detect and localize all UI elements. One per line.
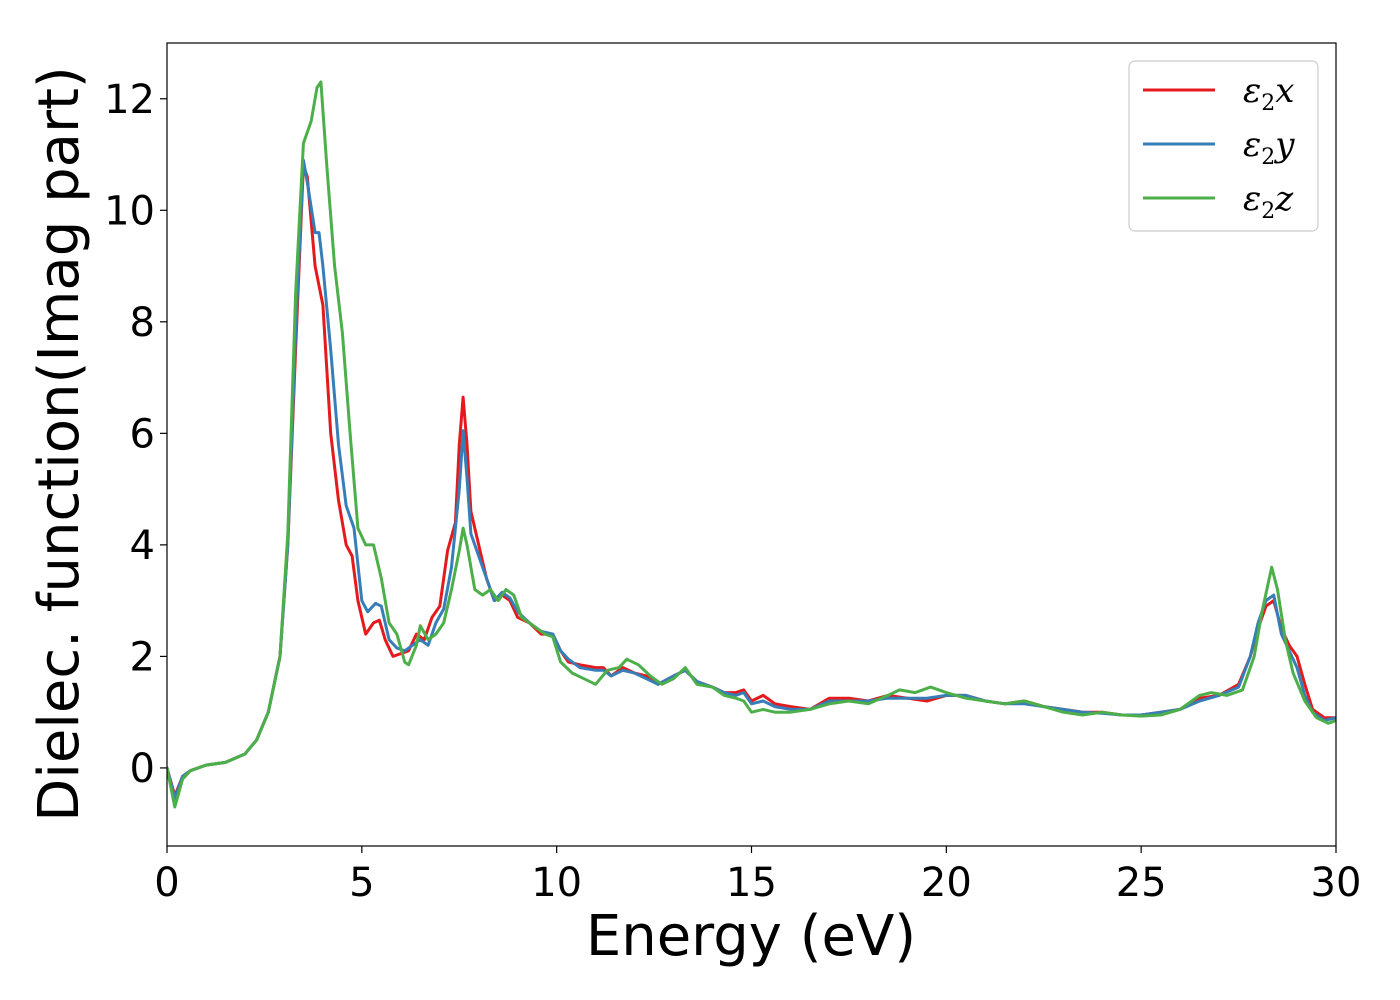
- series-line-z: [167, 80, 1336, 809]
- x-tick-label: 30: [1311, 860, 1362, 906]
- x-tick-label: 10: [531, 860, 582, 906]
- y-tick-label: 6: [130, 411, 155, 457]
- x-axis-title: Energy (eV): [586, 904, 916, 969]
- series-layer: [167, 80, 1336, 809]
- y-tick-label: 2: [130, 634, 155, 680]
- y-tick-label: 10: [104, 188, 155, 234]
- x-tick-label: 15: [726, 860, 777, 906]
- legend-box: [1128, 60, 1319, 232]
- y-tick-label: 4: [130, 523, 155, 569]
- legend-label-x: ε2x: [1243, 71, 1294, 116]
- y-axis-ticks: 0 2 4 6 8 10 12: [104, 77, 167, 792]
- y-tick-label: 12: [104, 77, 155, 123]
- legend: ε2x ε2y ε2z: [1128, 60, 1319, 232]
- x-axis-ticks: 0 5 10 15 20 25 30: [154, 846, 1361, 906]
- x-tick-label: 5: [349, 860, 374, 906]
- x-tick-label: 25: [1116, 860, 1167, 906]
- x-tick-label: 0: [154, 860, 179, 906]
- legend-label-y: ε2y: [1243, 125, 1295, 170]
- legend-label-z: ε2z: [1243, 179, 1294, 224]
- y-tick-label: 0: [130, 746, 155, 792]
- y-axis-title: Dielec. function(Imag part): [27, 66, 92, 822]
- x-tick-label: 20: [921, 860, 972, 906]
- y-tick-label: 8: [130, 300, 155, 346]
